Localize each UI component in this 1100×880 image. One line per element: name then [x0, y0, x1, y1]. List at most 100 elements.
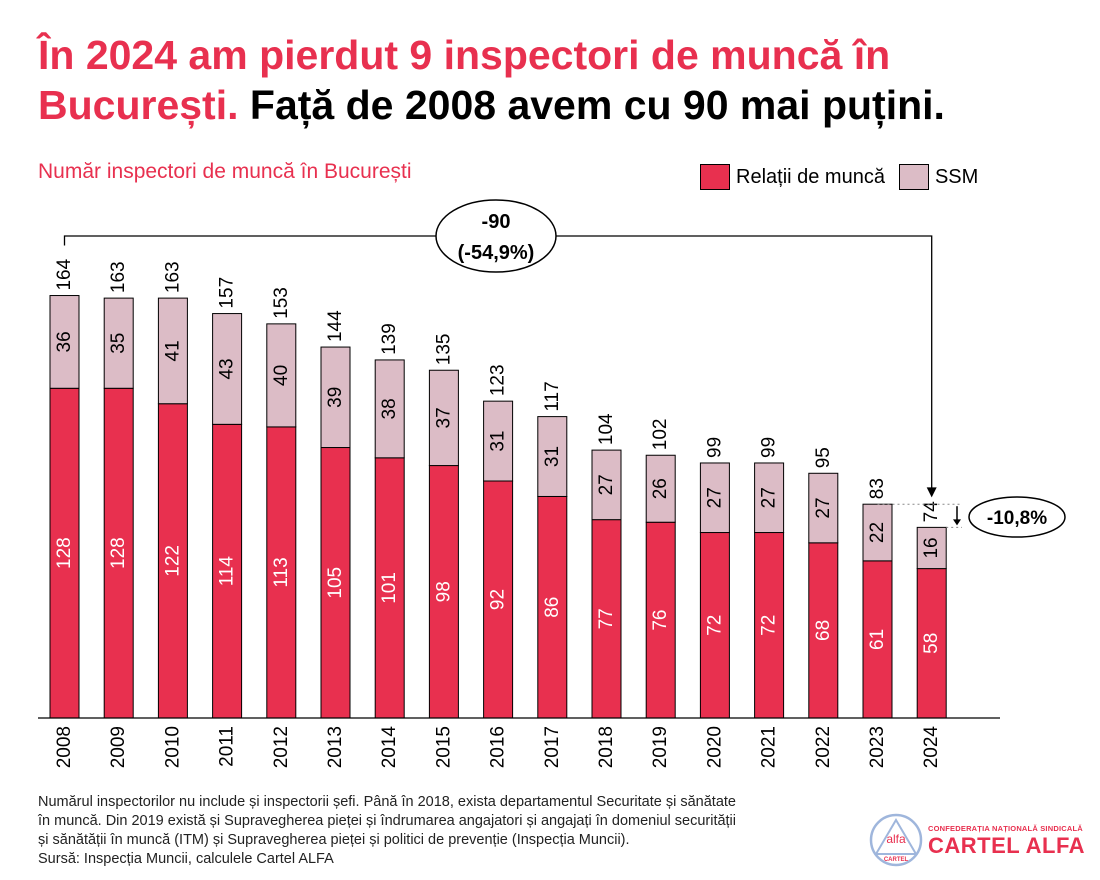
bar-relatii-2020: [699, 532, 730, 719]
x-tick-label-2023: 2023: [867, 726, 888, 768]
data-label-relatii-2024: 58: [921, 633, 942, 654]
x-tick-label-2021: 2021: [759, 726, 780, 768]
bar-relatii-2010: [157, 403, 188, 719]
x-tick-label-2012: 2012: [271, 726, 292, 768]
bar-ssm-2019: [645, 454, 676, 523]
data-label-ssm-2009: 35: [108, 333, 129, 354]
bar-ssm-2013: [320, 346, 351, 449]
data-label-ssm-2023: 22: [867, 522, 888, 543]
data-label-total-2016: 123: [488, 364, 509, 396]
bar-ssm-2016: [483, 400, 514, 482]
bar-ssm-2014: [374, 359, 405, 459]
data-label-ssm-2013: 39: [325, 387, 346, 408]
data-label-relatii-2020: 72: [704, 615, 725, 636]
data-label-ssm-2011: 43: [217, 358, 238, 379]
data-label-total-2019: 102: [650, 419, 671, 451]
data-label-total-2014: 139: [379, 323, 400, 355]
footnote-source: Sursă: Inspecția Muncii, calculele Carte…: [38, 851, 334, 867]
x-tick-label-2011: 2011: [217, 726, 238, 767]
footnote-line: și sănătății în muncă (ITM) și Supravegh…: [38, 832, 630, 848]
bar-ssm-2012: [266, 323, 297, 428]
data-label-total-2020: 99: [704, 437, 725, 458]
bar-ssm-2017: [537, 416, 568, 497]
data-label-ssm-2019: 26: [650, 478, 671, 499]
change-callout-ellipse: [968, 496, 1066, 538]
data-label-total-2021: 99: [759, 437, 780, 458]
data-label-relatii-2014: 101: [379, 572, 400, 604]
data-label-total-2008: 164: [54, 258, 75, 290]
data-label-relatii-2011: 114: [217, 556, 238, 587]
data-label-total-2024: 74: [921, 501, 942, 523]
data-label-ssm-2021: 27: [759, 487, 780, 508]
x-tick-label-2024: 2024: [921, 726, 942, 769]
change-arrowhead: [953, 519, 961, 526]
stacked-bar-chart: 128 36 164 2008 128 35 163 2009 122 41 163 2010 114 4…: [38, 199, 1066, 769]
data-label-ssm-2015: 37: [433, 407, 454, 428]
bar-ssm-2009: [103, 297, 134, 389]
chart-title: Număr inspectori de muncă în București: [38, 160, 412, 183]
bar-ssm-2011: [212, 313, 243, 425]
data-label-total-2010: 163: [162, 261, 183, 293]
x-tick-label-2019: 2019: [650, 726, 671, 768]
chart-legend: Relații de muncă SSM: [700, 164, 992, 190]
bar-ssm-2021: [754, 462, 785, 534]
x-tick-label-2016: 2016: [488, 726, 509, 768]
bar-ssm-2022: [808, 472, 839, 544]
data-label-total-2018: 104: [596, 413, 617, 445]
bar-relatii-2021: [754, 532, 785, 719]
bar-relatii-2008: [49, 387, 80, 719]
bar-ssm-2018: [591, 449, 622, 521]
data-label-total-2009: 163: [108, 261, 129, 293]
bar-ssm-2024: [916, 526, 947, 570]
data-label-relatii-2008: 128: [54, 537, 75, 569]
bracket-callout-percent: (-54,9%): [458, 242, 535, 264]
headline-black-part: Față de 2008 avem cu 90 mai puțini.: [249, 82, 945, 128]
bracket-callout-ellipse: [435, 199, 557, 273]
data-label-relatii-2009: 128: [108, 537, 129, 569]
x-tick-label-2010: 2010: [162, 726, 183, 768]
data-label-total-2011: 157: [217, 277, 238, 309]
x-tick-label-2009: 2009: [108, 726, 129, 768]
x-tick-label-2017: 2017: [542, 726, 563, 768]
data-label-relatii-2023: 61: [867, 629, 888, 650]
x-tick-label-2008: 2008: [54, 726, 75, 768]
legend-item-relatii: Relații de muncă: [700, 164, 885, 190]
data-label-ssm-2020: 27: [704, 487, 725, 508]
legend-label-relatii: Relații de muncă: [736, 165, 885, 188]
data-label-relatii-2017: 86: [542, 597, 563, 618]
data-label-ssm-2022: 27: [813, 497, 834, 518]
headline-red-part: În 2024 am pierdut 9 inspectori de muncă…: [38, 32, 891, 128]
x-tick-label-2018: 2018: [596, 726, 617, 768]
logo-text: CONFEDERAȚIA NAȚIONALĂ SINDICALĂ CARTEL …: [928, 824, 1085, 859]
bar-relatii-2024: [916, 568, 947, 719]
data-label-relatii-2018: 77: [596, 608, 617, 629]
data-label-relatii-2021: 72: [759, 615, 780, 636]
data-label-relatii-2016: 92: [488, 589, 509, 610]
x-tick-label-2020: 2020: [704, 726, 725, 768]
x-tick-label-2013: 2013: [325, 726, 346, 768]
footnote-line: în muncă. Din 2019 există și Supravegher…: [38, 813, 737, 829]
bar-ssm-2008: [49, 295, 80, 389]
legend-swatch-relatii: [700, 164, 730, 190]
logo-emblem-subtext: CARTEL: [884, 857, 909, 863]
legend-swatch-ssm: [898, 164, 929, 190]
data-label-total-2012: 153: [271, 287, 292, 319]
x-tick-label-2014: 2014: [379, 726, 400, 769]
data-label-ssm-2016: 31: [488, 431, 509, 452]
logo-emblem-text: alfa: [886, 832, 906, 846]
bar-relatii-2011: [212, 423, 243, 719]
bar-ssm-2015: [428, 369, 459, 467]
footnote-line: Numărul inspectorilor nu include și insp…: [38, 794, 736, 810]
x-tick-label-2015: 2015: [433, 726, 454, 768]
data-label-relatii-2015: 98: [433, 581, 454, 602]
data-label-ssm-2008: 36: [54, 331, 75, 352]
bracket-arrowhead: [926, 487, 937, 498]
data-label-ssm-2017: 31: [542, 446, 563, 467]
bar-relatii-2016: [483, 480, 514, 719]
data-label-total-2013: 144: [325, 310, 346, 342]
logo-name: CARTEL ALFA: [928, 833, 1086, 858]
bar-ssm-2010: [157, 297, 188, 405]
bar-relatii-2009: [103, 387, 134, 719]
data-label-ssm-2012: 40: [271, 365, 292, 386]
data-label-relatii-2013: 105: [325, 567, 346, 599]
